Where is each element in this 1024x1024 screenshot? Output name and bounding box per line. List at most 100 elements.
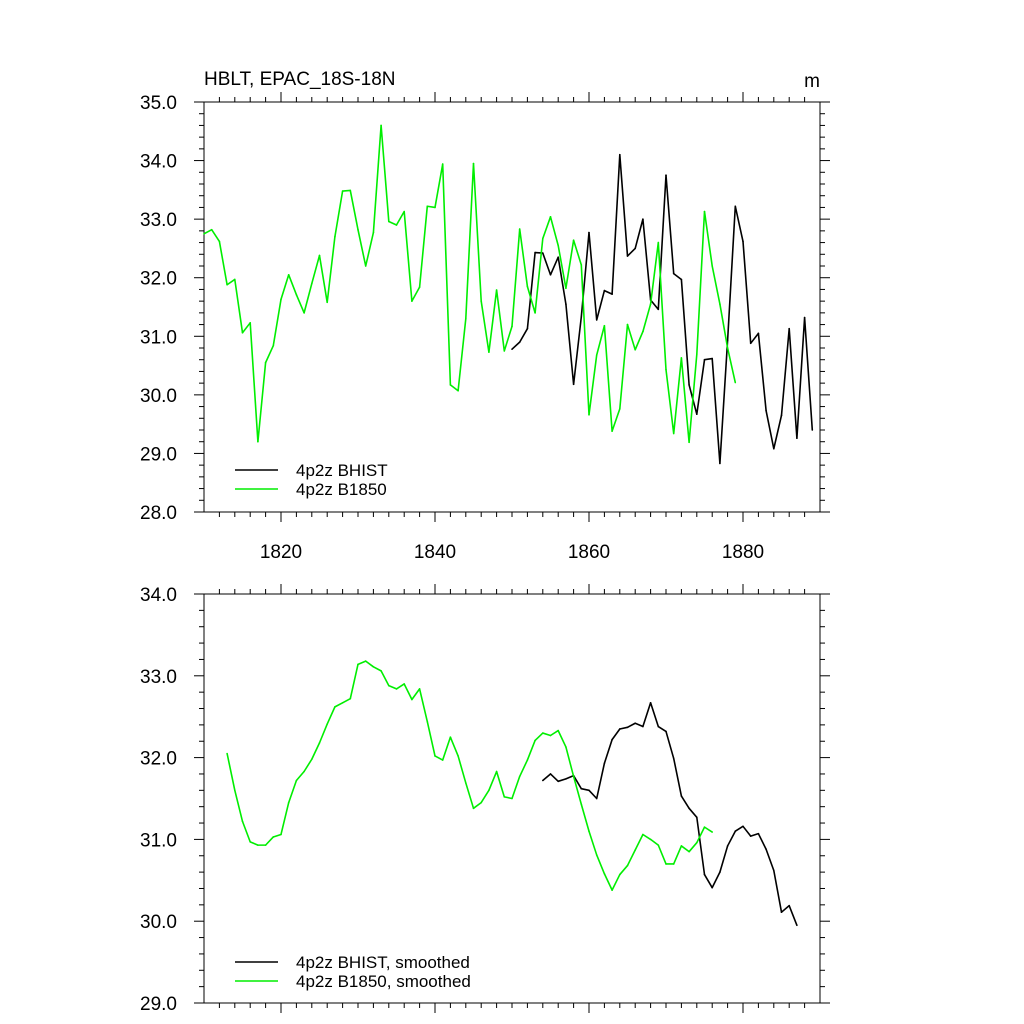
bottom-data-point [688, 850, 690, 853]
bottom-data-point [418, 688, 421, 690]
top-data-point [441, 163, 444, 165]
top-y-tick-label: 32.0 [140, 269, 177, 290]
top-legend-label: 4p2z B1850 [296, 480, 387, 499]
bottom-data-point [549, 734, 552, 737]
top-data-point [542, 252, 544, 254]
bottom-data-point [349, 697, 352, 700]
bottom-data-point [711, 886, 713, 889]
top-data-point [642, 330, 644, 333]
bottom-data-point [788, 904, 790, 907]
top-data-point [665, 174, 667, 177]
bottom-data-point [303, 770, 305, 773]
bottom-data-point [272, 836, 275, 838]
bottom-chart: 29.0 30.0 31.0 32.0 33.0 34.0 4p2z BHIST, smoo… [140, 584, 830, 1015]
top-data-point [534, 312, 536, 314]
top-data-point [203, 232, 205, 235]
bottom-data-point [287, 801, 290, 804]
top-data-point [580, 264, 583, 266]
bottom-data-point [642, 725, 644, 728]
top-data-point [542, 237, 544, 240]
top-y-tick-label: 34.0 [140, 152, 177, 173]
bottom-legend-label: 4p2z BHIST, smoothed [296, 953, 470, 972]
top-data-point [588, 413, 590, 416]
top-data-point [311, 282, 313, 285]
top-series-line-b1850 [203, 124, 737, 444]
top-data-point [349, 189, 352, 192]
bottom-data-point [472, 807, 475, 810]
top-data-point [572, 239, 575, 242]
bottom-data-point [765, 848, 767, 851]
bottom-data-point [449, 736, 452, 738]
top-data-point [357, 228, 359, 231]
bottom-y-tick-label: 31.0 [140, 830, 177, 851]
top-data-point [534, 251, 536, 254]
bottom-data-point [595, 854, 598, 856]
top-y-tick-label: 30.0 [140, 386, 177, 407]
top-data-point [388, 220, 390, 223]
bottom-data-point [688, 807, 690, 810]
bottom-y-tick-label: 34.0 [140, 585, 177, 606]
top-data-point [518, 341, 521, 343]
top-data-point [495, 289, 498, 291]
top-data-point [518, 228, 521, 230]
top-data-point [380, 124, 382, 127]
top-series-line-bhist [511, 153, 814, 465]
bottom-data-point [311, 758, 313, 761]
bottom-data-point [280, 833, 282, 836]
bottom-data-point [572, 775, 575, 778]
top-data-point [318, 254, 321, 257]
bottom-data-point [434, 755, 436, 757]
bottom-data-point [680, 845, 683, 847]
bottom-data-point [719, 871, 721, 873]
bottom-data-point [603, 762, 606, 765]
bottom-data-point [364, 660, 367, 662]
bottom-legend-label: 4p2z B1850, smoothed [296, 972, 471, 991]
bottom-data-point [403, 683, 406, 685]
top-data-point [796, 437, 798, 440]
top-data-point [249, 322, 251, 324]
bottom-series-line-bhist [542, 701, 798, 926]
top-data-point [287, 273, 290, 276]
bottom-data-point [657, 725, 660, 728]
bottom-chart-plot-area: 29.0 30.0 31.0 32.0 33.0 34.0 4p2z BHIST, smoo… [140, 584, 830, 1015]
top-data-point [295, 293, 298, 296]
bottom-data-point [749, 835, 752, 837]
bottom-data-point [518, 775, 521, 778]
bottom-data-point [526, 759, 529, 761]
top-data-point [234, 278, 236, 281]
top-data-point [303, 312, 305, 314]
top-data-point [411, 300, 413, 302]
top-chart: HBLT, EPAC_18S-18N m 1820 1840 1860 1880 28.… [140, 69, 830, 563]
top-data-point [749, 342, 752, 345]
top-data-point [603, 324, 606, 327]
bottom-data-point [495, 770, 498, 773]
top-x-tick-label: 1840 [414, 542, 456, 563]
bottom-data-point [557, 780, 559, 783]
top-data-point [257, 440, 259, 443]
bottom-data-point [295, 779, 298, 782]
top-data-point [657, 308, 660, 311]
bottom-data-point [395, 688, 398, 690]
top-data-point [549, 273, 552, 276]
top-data-point [372, 231, 375, 234]
top-data-point [418, 286, 421, 288]
top-data-point [226, 283, 228, 286]
top-data-point [334, 235, 336, 238]
top-data-point [757, 332, 760, 335]
top-data-point [619, 408, 621, 410]
top-data-point [434, 206, 436, 209]
bottom-data-point [264, 844, 267, 846]
top-data-point [280, 298, 282, 301]
top-x-tick-label: 1820 [260, 542, 302, 563]
bottom-data-point [657, 844, 660, 846]
top-data-point [565, 303, 567, 305]
bottom-data-point [511, 797, 513, 800]
top-data-point [726, 347, 729, 349]
top-data-point [588, 231, 590, 234]
bottom-data-point [780, 911, 783, 913]
bottom-data-point [595, 797, 598, 800]
top-data-point [511, 348, 513, 350]
bottom-data-point [742, 825, 744, 828]
top-data-point [403, 210, 406, 213]
